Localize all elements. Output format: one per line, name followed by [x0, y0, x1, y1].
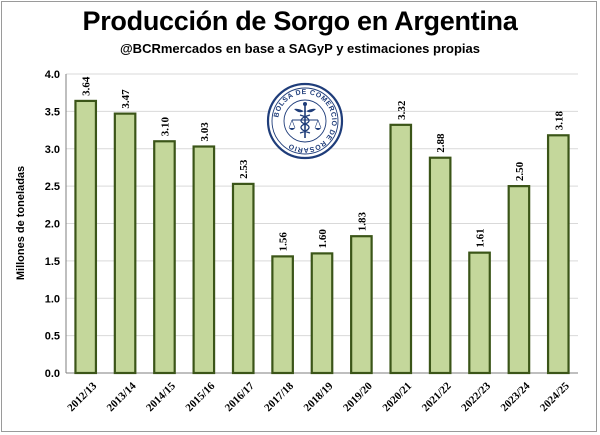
bar-2019-20: [350, 235, 373, 375]
bar-2014-15: [153, 140, 176, 375]
data-label: 2.53: [238, 159, 250, 179]
chart-title: Producción de Sorgo en Argentina: [82, 6, 518, 36]
x-axis-ticks: 2012/13 2013/14 2014/15 2015/16 2016/17 2017/…: [65, 380, 572, 414]
x-tick-label: 2019/20: [341, 380, 375, 414]
y-tick-label: 3.5: [45, 106, 60, 118]
data-label: 1.61: [475, 228, 487, 247]
y-axis-ticks: 0.0 0.5 1.0 1.5 2.0 2.5 3.0 3.5 4.0: [45, 69, 60, 380]
bar-2022-23: [468, 251, 491, 375]
y-tick-label: 1.5: [45, 256, 60, 268]
bar-2021-22: [428, 156, 452, 375]
bar-2018-19: [310, 252, 334, 375]
data-label: 3.10: [159, 117, 171, 137]
bcr-logo-seal: BOLSA DE COMERCIO DE ROSARIO: [266, 82, 344, 160]
x-tick-label: 2024/25: [538, 380, 572, 414]
bar-2020-21: [389, 123, 413, 375]
data-label: 1.83: [356, 211, 368, 231]
data-label: 3.47: [120, 89, 132, 109]
x-tick-label: 2021/22: [420, 380, 454, 414]
bar-2024-25: [546, 134, 570, 375]
bar-2013-14: [113, 112, 137, 375]
x-tick-label: 2016/17: [223, 380, 257, 414]
data-label: 2.50: [514, 161, 526, 181]
bar-2012-13: [74, 99, 98, 375]
y-axis-label: Millones de toneladas: [15, 166, 27, 280]
data-labels: 3.64 3.47 3.10 3.03 2.53 1.56 1.60 1.83 3.32 2.88…: [81, 76, 566, 251]
data-label: 1.56: [278, 232, 290, 252]
x-tick-label: 2022/23: [459, 380, 493, 414]
y-tick-label: 0.0: [45, 368, 60, 380]
bar-2015-16: [192, 145, 216, 375]
data-label: 2.88: [435, 133, 447, 153]
data-label: 3.64: [81, 76, 93, 96]
y-tick-label: 0.5: [45, 331, 60, 343]
x-tick-label: 2023/24: [499, 380, 533, 414]
bar-2017-18: [271, 255, 294, 375]
y-tick-label: 2.0: [45, 219, 60, 231]
data-label: 3.03: [199, 122, 211, 142]
x-tick-label: 2012/13: [65, 380, 99, 414]
y-tick-label: 3.0: [45, 144, 60, 156]
data-label: 3.32: [396, 100, 408, 120]
data-label: 1.60: [317, 229, 329, 249]
x-tick-label: 2018/19: [302, 380, 336, 414]
data-label: 3.18: [553, 111, 565, 131]
x-tick-label: 2014/15: [144, 380, 178, 414]
y-tick-label: 2.5: [45, 181, 60, 193]
chart-subtitle: @BCRmercados en base a SAGyP y estimacio…: [120, 41, 480, 56]
x-tick-label: 2020/21: [380, 380, 414, 414]
y-tick-label: 1.0: [45, 293, 60, 305]
x-tick-label: 2013/14: [105, 380, 139, 414]
bars: [74, 99, 570, 375]
bar-2023-24: [507, 185, 531, 375]
bar-2016-17: [231, 182, 255, 375]
x-tick-label: 2015/16: [183, 380, 217, 414]
y-tick-label: 4.0: [45, 69, 60, 81]
x-tick-label: 2017/18: [262, 380, 296, 414]
